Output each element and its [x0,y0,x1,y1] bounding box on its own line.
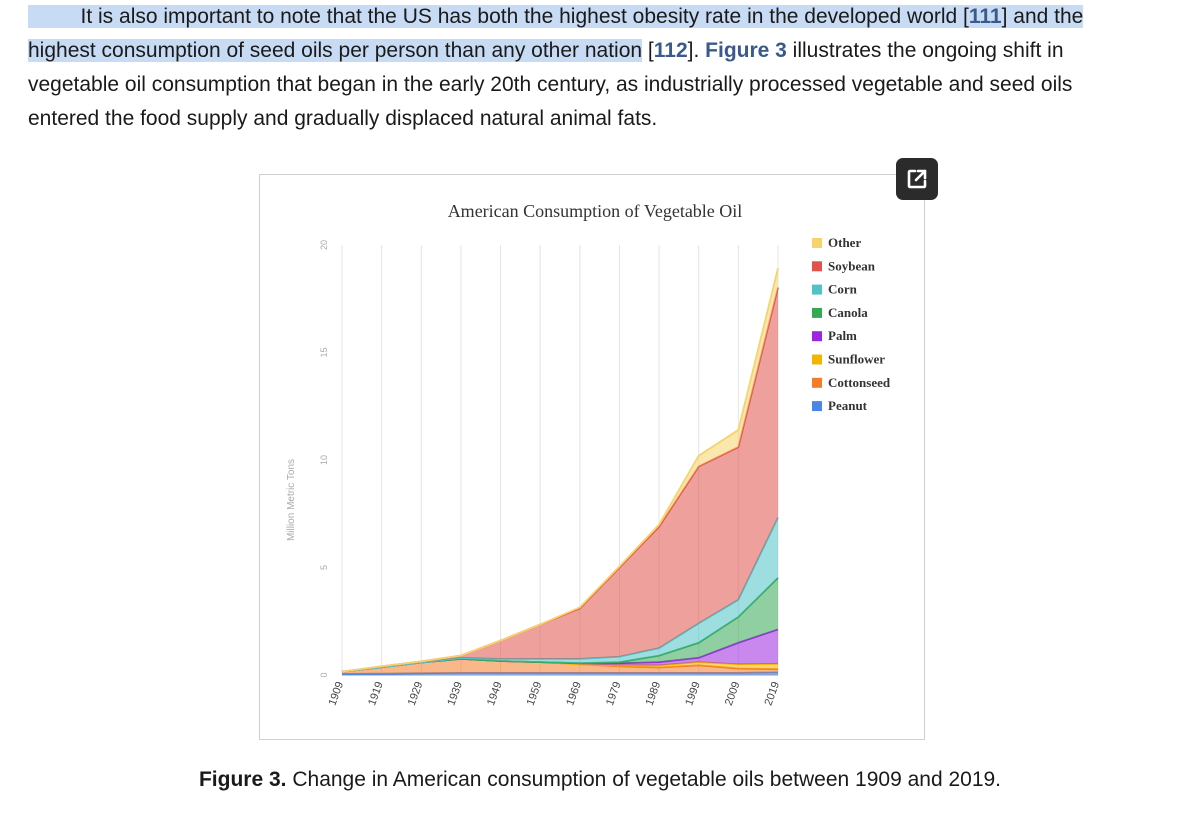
legend-label-other: Other [828,235,861,250]
paragraph-line-1: It is also important to note that the US… [28,0,1168,34]
legend-label-sunflower: Sunflower [828,352,885,367]
x-tick-label: 1939 [445,680,465,707]
x-tick-label: 1949 [485,680,505,707]
x-tick-label: 1999 [683,680,703,707]
y-tick-label: 20 [319,240,329,250]
area-sunflower [342,658,778,672]
legend-swatch-canola [812,307,822,318]
legend-swatch-palm [812,331,822,342]
figure-caption: Figure 3. Change in American consumption… [0,768,1200,792]
caption-label: Figure 3. [198,768,287,791]
y-tick-label: 10 [319,455,329,465]
figure-3-link[interactable]: Figure 3 [705,39,787,62]
x-tick-label: 2019 [763,680,783,707]
x-tick-label: 1979 [604,680,624,707]
body-paragraph: It is also important to note that the US… [28,0,1168,136]
legend-swatch-other [812,238,822,248]
x-tick-label: 2009 [723,680,743,707]
series-line-other [341,268,779,673]
area-cottonseed [342,658,778,674]
paragraph-line-4: entered the food supply and gradually di… [28,107,658,130]
paragraph-text: ]. [687,39,706,62]
legend-label-corn: Corn [828,282,858,297]
x-tick-label: 1909 [327,680,347,707]
area-soybean [342,287,778,672]
citation-link-111[interactable]: 111 [968,5,1002,28]
legend-label-soybean: Soybean [828,258,876,273]
legend-label-canola: Canola [828,305,868,320]
highlighted-text: It is also important to note that the US… [28,5,1084,28]
x-tick-label: 1919 [366,680,386,707]
vegetable-oil-chart: American Consumption of Vegetable Oil 0 5 1… [286,201,891,707]
legend-swatch-corn [812,284,822,295]
legend-label-cottonseed: Cottonseed [828,375,891,390]
paragraph-text: [ [642,39,654,62]
legend-label-peanut: Peanut [828,398,868,413]
x-tick-label: 1989 [644,680,664,707]
citation-link-112[interactable]: 112 [653,39,688,62]
figure-image: American Consumption of Vegetable Oil 0 5 1… [259,174,925,740]
y-tick-label: 15 [319,347,329,357]
highlighted-text: highest consumption of seed oils per per… [28,39,643,62]
x-tick-label: 1969 [564,680,584,707]
legend-label-palm: Palm [828,328,857,343]
paragraph-text: illustrates the ongoing shift in [786,39,1064,62]
paragraph-line-3: vegetable oil consumption that began in … [28,73,1073,96]
open-in-new-icon [907,169,927,189]
paragraph-text: It is also important to note that the US… [80,5,969,28]
paragraph-line-2: highest consumption of seed oils per per… [28,34,1168,68]
legend-swatch-cottonseed [812,377,822,388]
x-tick-label: 1929 [406,680,426,707]
x-tick-label: 1959 [525,680,545,707]
legend-swatch-peanut [812,401,822,412]
legend-swatch-soybean [812,261,822,272]
legend-swatch-sunflower [812,354,822,365]
paragraph-text: ] and the [1001,5,1084,28]
y-tick-label: 0 [319,672,329,677]
y-axis-label: Million Metric Tons [286,459,297,541]
chart-title: American Consumption of Vegetable Oil [448,201,743,221]
y-tick-label: 5 [319,565,329,570]
caption-text: Change in American consumption of vegeta… [286,768,1002,791]
expand-figure-button[interactable] [896,158,938,200]
